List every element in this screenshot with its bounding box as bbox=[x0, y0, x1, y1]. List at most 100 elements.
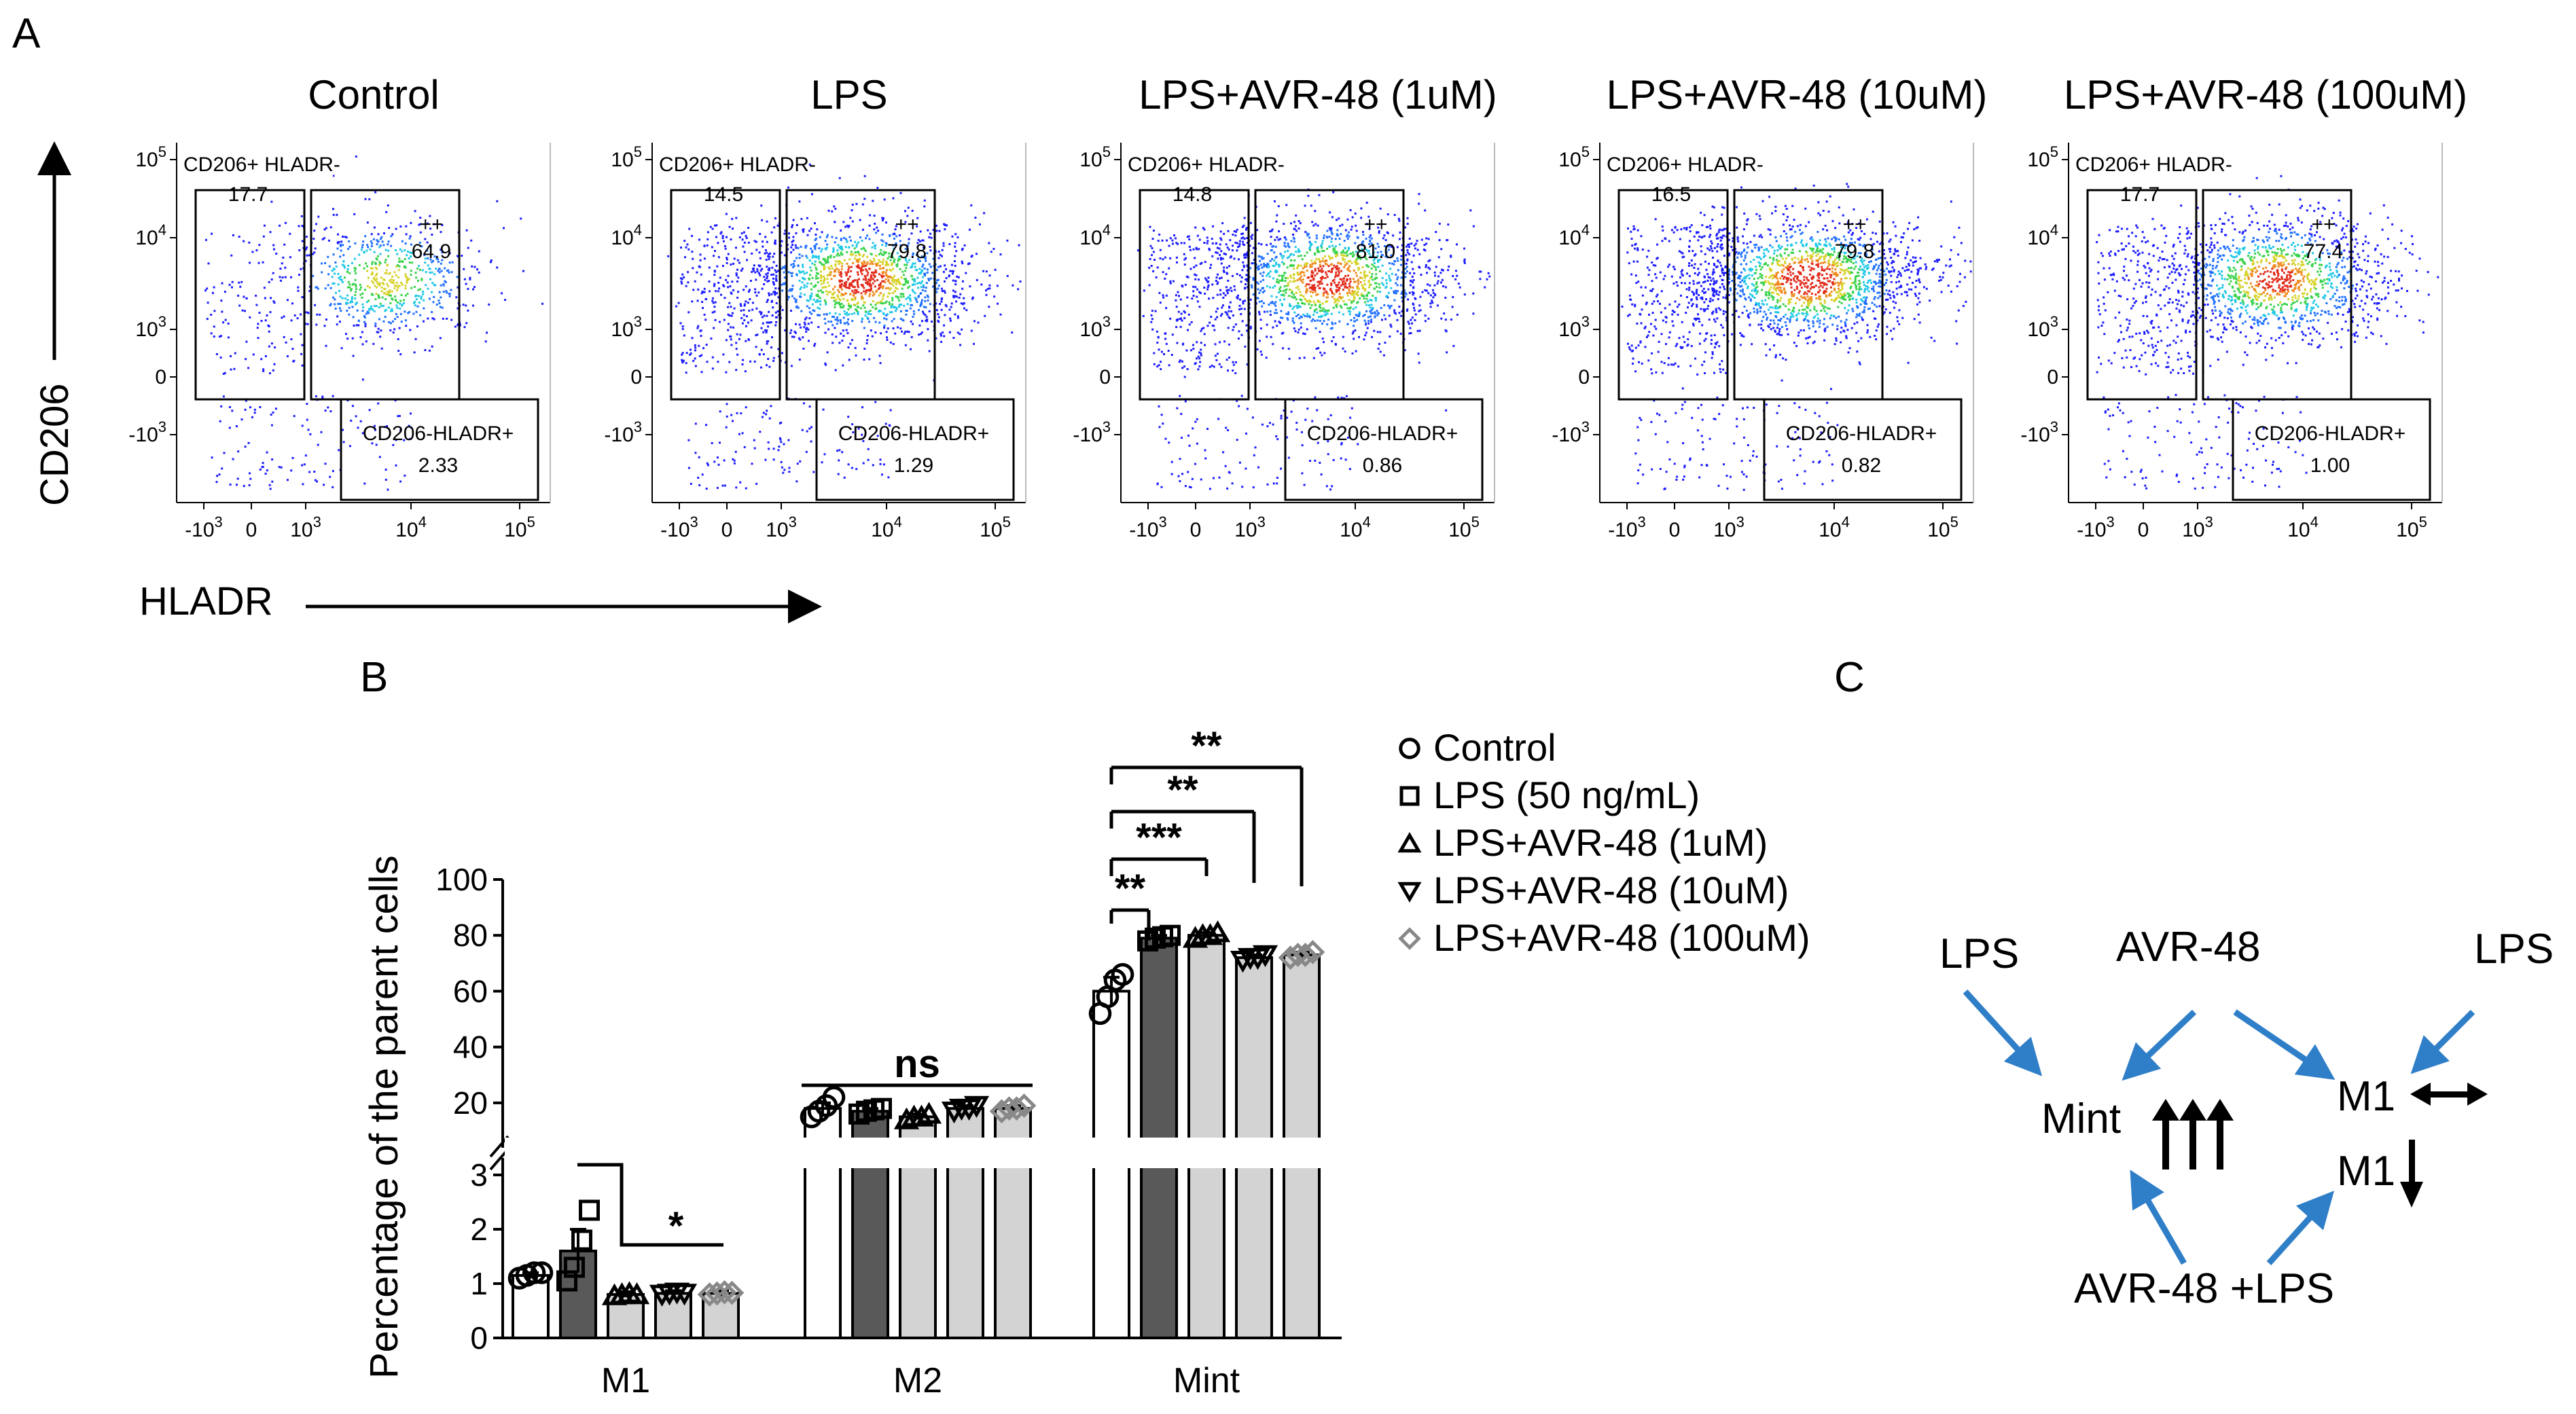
legend-item: Control bbox=[1399, 726, 1556, 769]
flow-y-tick-label: 0 bbox=[630, 366, 642, 388]
gate-label-cd206: CD206+ HLADR- bbox=[1607, 153, 1764, 176]
bar-y-tick-label: 1 bbox=[470, 1266, 488, 1301]
flow-x-tick-label: 103 bbox=[766, 513, 797, 541]
diagram-mint: Mint bbox=[2041, 1095, 2121, 1142]
data-point bbox=[1111, 962, 1134, 986]
flow-y-tick-label: 103 bbox=[611, 313, 642, 341]
arrow-avr-to-m1 bbox=[2233, 1009, 2336, 1081]
cd206-label: CD206 bbox=[33, 383, 77, 506]
double-arrow-icon bbox=[2410, 1083, 2488, 1106]
flow-x-tick-label: 104 bbox=[1819, 513, 1850, 541]
gate-hladr-pos bbox=[815, 398, 1015, 501]
flow-plot-title: LPS+AVR-48 (10uM) bbox=[1607, 72, 1988, 117]
data-point bbox=[963, 1095, 990, 1118]
flow-plots: Control 105 104 103 0 -103 -103 0 103 104 105 CD206… bbox=[128, 72, 2467, 541]
data-point bbox=[712, 1280, 737, 1305]
flow-y-tick-label: 0 bbox=[155, 366, 166, 388]
legend-item: LPS (50 ng/mL) bbox=[1399, 774, 1700, 816]
data-point bbox=[893, 1107, 920, 1129]
data-point bbox=[1004, 1096, 1029, 1121]
legend-label: LPS (50 ng/mL) bbox=[1433, 774, 1700, 816]
flow-x-tick-label: -103 bbox=[660, 513, 698, 541]
sig-bracket-m2: ns bbox=[802, 1042, 1033, 1087]
legend-item: LPS+AVR-48 (1uM) bbox=[1397, 821, 1768, 864]
legend-label: LPS+AVR-48 (1uM) bbox=[1433, 821, 1768, 864]
panel-label-c: C bbox=[1834, 654, 1865, 701]
gate-cd206-pos bbox=[1139, 189, 1250, 401]
flow-x-tick-label: 103 bbox=[290, 513, 321, 541]
up-arrows-icon bbox=[2152, 1099, 2234, 1170]
legend-marker bbox=[1399, 786, 1420, 806]
gate-label-hladr: CD206-HLADR+ bbox=[1786, 422, 1937, 445]
arrow-lps-to-m1 bbox=[2410, 1009, 2475, 1074]
mechanism-diagram: LPS AVR-48 LPS Mint M1 M1 AVR-48 +LPS bbox=[1939, 924, 2554, 1312]
flow-x-tick-label: 104 bbox=[871, 513, 902, 541]
sig-bracket-mint-4: ** bbox=[1109, 724, 1304, 886]
legend-marker bbox=[1399, 738, 1420, 759]
bar-y-tick-label: 3 bbox=[470, 1157, 488, 1193]
hladr-label: HLADR bbox=[139, 579, 273, 623]
bar-y-tick-label: 60 bbox=[453, 973, 488, 1009]
flow-y-tick-label: 103 bbox=[135, 313, 166, 341]
gate-hladr-pos bbox=[2232, 398, 2431, 501]
gate-label-double: ++ bbox=[1363, 213, 1387, 236]
diagram-arrows bbox=[1963, 989, 2475, 1266]
data-point bbox=[671, 1284, 698, 1306]
bar-y-tick-label: 80 bbox=[453, 918, 488, 953]
gate-label-cd206: CD206+ HLADR- bbox=[183, 153, 340, 176]
bar-category-label: M2 bbox=[893, 1361, 942, 1400]
gate-cd206-pos bbox=[670, 189, 781, 401]
flow-x-tick-label: -103 bbox=[185, 513, 223, 541]
legend-marker bbox=[1397, 882, 1422, 903]
flow-plot-4: LPS+AVR-48 (10uM) 105 104 103 0 -103 -103 0 103 1… bbox=[1552, 72, 1987, 541]
hladr-axis-title: HLADR bbox=[139, 579, 822, 623]
gate-label-bg bbox=[180, 151, 333, 178]
bar-chart: Percentage of the parent cells 0 1 2 3 20 40 6… bbox=[362, 724, 1347, 1400]
flow-x-tick-label: 0 bbox=[1190, 519, 1202, 541]
gate-value-hladr: 1.29 bbox=[894, 454, 933, 477]
gate-value-hladr: 0.86 bbox=[1363, 454, 1402, 477]
gate-value-cd206: 14.8 bbox=[1173, 183, 1212, 206]
gate-label-bg bbox=[1124, 151, 1277, 178]
data-point bbox=[719, 1280, 745, 1305]
flow-events bbox=[667, 163, 1022, 490]
flow-y-tick-label: 104 bbox=[611, 221, 642, 249]
data-point bbox=[1204, 920, 1231, 943]
data-point bbox=[522, 1261, 546, 1284]
down-arrow-icon bbox=[2400, 1140, 2423, 1208]
arrow-lps-to-mint bbox=[1963, 989, 2043, 1076]
data-point bbox=[871, 1098, 892, 1119]
flow-x-tick-label: 0 bbox=[1669, 519, 1681, 541]
arrow-avr-to-mint bbox=[2122, 1009, 2197, 1081]
flow-events bbox=[1137, 188, 1491, 491]
legend-marker bbox=[1397, 832, 1422, 853]
bar-legend: Control LPS (50 ng/mL) LPS+AVR-48 (1uM) LPS… bbox=[1397, 726, 1810, 959]
gate-value-cd206: 16.5 bbox=[1651, 183, 1691, 206]
flow-plot-title: Control bbox=[308, 72, 439, 117]
cd206-axis-title: CD206 bbox=[33, 141, 77, 506]
flow-x-tick-label: 105 bbox=[2396, 513, 2427, 541]
flow-y-tick-label: -103 bbox=[604, 418, 642, 446]
panel-label-a: A bbox=[12, 10, 41, 57]
data-point bbox=[908, 1104, 935, 1127]
data-point bbox=[1300, 940, 1325, 964]
legend-label: LPS+AVR-48 (100uM) bbox=[1433, 916, 1810, 959]
flow-x-tick-label: 105 bbox=[504, 513, 535, 541]
flow-x-tick-label: 103 bbox=[1234, 513, 1266, 541]
bar-y-tick-label: 40 bbox=[453, 1030, 488, 1065]
gate-label-hladr: CD206-HLADR+ bbox=[838, 422, 990, 445]
flow-events bbox=[1621, 183, 1972, 491]
diagram-avr48: AVR-48 bbox=[2116, 924, 2261, 971]
flow-y-tick-label: 0 bbox=[2047, 366, 2058, 388]
flow-y-tick-label: 103 bbox=[1079, 313, 1111, 341]
data-point bbox=[1182, 926, 1209, 948]
arrow-combo-to-m1 bbox=[2266, 1191, 2335, 1266]
diagram-lps-left: LPS bbox=[1939, 930, 2019, 977]
data-point bbox=[564, 1256, 585, 1278]
flow-x-tick-label: -103 bbox=[1129, 513, 1167, 541]
flow-x-tick-label: 0 bbox=[2138, 519, 2149, 541]
data-point bbox=[624, 1282, 650, 1305]
bar-y-tick-label: 2 bbox=[470, 1212, 488, 1247]
data-point bbox=[1197, 923, 1223, 945]
